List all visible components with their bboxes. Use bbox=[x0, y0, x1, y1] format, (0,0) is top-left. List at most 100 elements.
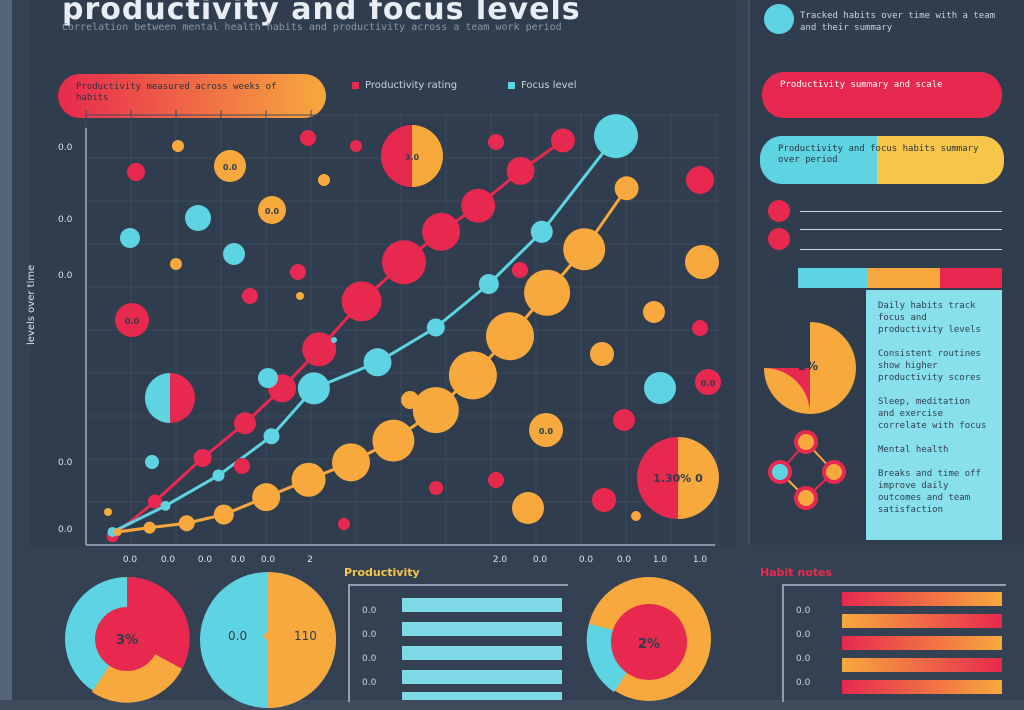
decorative-bubble bbox=[631, 511, 641, 521]
stack-label: 0.0 bbox=[796, 654, 811, 664]
data-point bbox=[426, 318, 445, 337]
bar-chart-frame bbox=[348, 584, 568, 702]
decorative-bubble bbox=[234, 458, 250, 474]
list-bullet-icon bbox=[768, 200, 790, 222]
bottom-donut-1: 3% bbox=[65, 576, 190, 703]
decorative-bubble bbox=[223, 243, 245, 265]
x-tick-label: 0.0 bbox=[261, 555, 276, 565]
decorative-bubble bbox=[214, 150, 246, 182]
decorative-bubble bbox=[172, 140, 184, 152]
x-tick-label: 0.0 bbox=[231, 555, 246, 565]
note-bullet-icon bbox=[764, 4, 794, 34]
decorative-bubble bbox=[296, 292, 304, 300]
pie-label: 2% bbox=[798, 359, 818, 373]
decorative-bubble bbox=[290, 264, 306, 280]
header-pill-text: Productivity measured across weeks of ha… bbox=[76, 82, 277, 103]
stack-bar bbox=[842, 614, 1002, 628]
decorative-bubble bbox=[120, 228, 140, 248]
legend-item-productivity: Productivity rating bbox=[352, 80, 457, 91]
x-tick-label: 2 bbox=[307, 555, 313, 565]
stack-bar bbox=[842, 592, 1002, 606]
list-line bbox=[800, 249, 1002, 250]
data-point bbox=[332, 443, 370, 482]
decorative-bubble bbox=[258, 196, 286, 224]
legend-label: Productivity rating bbox=[365, 80, 458, 91]
data-point bbox=[234, 412, 256, 435]
color-stripe-red bbox=[940, 268, 1002, 288]
data-point bbox=[594, 114, 638, 159]
decorative-bubble bbox=[318, 174, 330, 186]
decorative-bubble bbox=[331, 337, 337, 343]
bar-label: 0.0 bbox=[362, 606, 377, 616]
list-bullet-icon bbox=[768, 228, 790, 250]
bar-label: 0.0 bbox=[362, 678, 377, 688]
data-point bbox=[147, 494, 162, 509]
bar-chart-title: Productivity bbox=[344, 566, 420, 579]
x-tick-label: 0.0 bbox=[198, 555, 213, 565]
summary-pill-mixed: Productivity and focus habits summary ov… bbox=[760, 136, 1004, 184]
bar bbox=[402, 598, 562, 612]
info-text: Mental health bbox=[878, 445, 949, 455]
data-point bbox=[291, 462, 326, 497]
data-point bbox=[551, 128, 575, 153]
info-text: Breaks and time off improve daily outcom… bbox=[878, 469, 981, 515]
annotated-bubble bbox=[637, 437, 678, 519]
data-point bbox=[193, 449, 212, 467]
color-stripe-cyan bbox=[798, 268, 868, 288]
bar-label: 0.0 bbox=[362, 630, 377, 640]
data-point bbox=[113, 527, 122, 536]
decorative-bubble bbox=[429, 481, 443, 495]
stack-label: 0.0 bbox=[796, 630, 811, 640]
bar bbox=[402, 670, 562, 684]
stack-bar bbox=[842, 680, 1002, 694]
data-point bbox=[252, 483, 281, 512]
network-node bbox=[822, 460, 846, 484]
decorative-bubble bbox=[170, 258, 182, 270]
bar bbox=[402, 692, 562, 700]
data-point bbox=[212, 469, 225, 482]
right-pie-chart: 2% bbox=[764, 322, 856, 414]
data-point bbox=[341, 281, 382, 322]
x-tick-label: 2.0 bbox=[493, 555, 508, 565]
y-tick-label: 0.0 bbox=[58, 458, 73, 468]
annotation-label: 1.30% 0 bbox=[653, 472, 703, 485]
donut-1-label: 3% bbox=[116, 633, 138, 648]
decorative-bubble bbox=[242, 288, 258, 304]
annotation-label: 3.0 bbox=[405, 153, 420, 162]
data-point bbox=[160, 500, 171, 511]
decorative-bubble bbox=[127, 163, 145, 181]
info-card: Daily habits track focus and productivit… bbox=[866, 290, 1002, 540]
y-tick-label: 0.0 bbox=[58, 271, 73, 281]
annotation-label: 0.0 bbox=[125, 317, 140, 326]
decorative-bubble bbox=[104, 508, 112, 516]
summary-pill-mixed-text: Productivity and focus habits summary ov… bbox=[778, 144, 979, 165]
y-tick-label: 0.0 bbox=[58, 215, 73, 225]
decorative-bubble bbox=[488, 134, 504, 150]
decorative-bubble bbox=[590, 342, 614, 366]
pie-2-left-label: 0.0 bbox=[228, 629, 247, 643]
decorative-bubble bbox=[145, 455, 159, 469]
annotation-label: 0.0 bbox=[223, 163, 238, 172]
data-point bbox=[486, 312, 534, 361]
legend-item-focus: Focus level bbox=[508, 80, 577, 91]
x-tick-label: 0.0 bbox=[161, 555, 176, 565]
network-node bbox=[794, 486, 818, 510]
stack-bar bbox=[842, 636, 1002, 650]
data-point bbox=[524, 269, 571, 316]
x-tick-label: 0.0 bbox=[533, 555, 548, 565]
bar-label: 0.0 bbox=[362, 654, 377, 664]
bar bbox=[402, 646, 562, 660]
x-tick-label: 1.0 bbox=[653, 555, 668, 565]
x-tick-label: 0.0 bbox=[123, 555, 138, 565]
stack-bar bbox=[842, 658, 1002, 672]
decorative-bubble bbox=[512, 492, 544, 524]
network-node bbox=[794, 430, 818, 454]
info-text: Sleep, meditation and exercise correlate… bbox=[878, 397, 987, 431]
summary-pill-red-text: Productivity summary and scale bbox=[780, 80, 943, 90]
donut-3-label: 2% bbox=[638, 637, 660, 652]
decorative-bubble bbox=[512, 262, 528, 278]
series-line bbox=[111, 135, 618, 534]
annotated-bubble bbox=[678, 437, 719, 519]
right-note: Tracked habits over time with a team and… bbox=[800, 11, 996, 33]
